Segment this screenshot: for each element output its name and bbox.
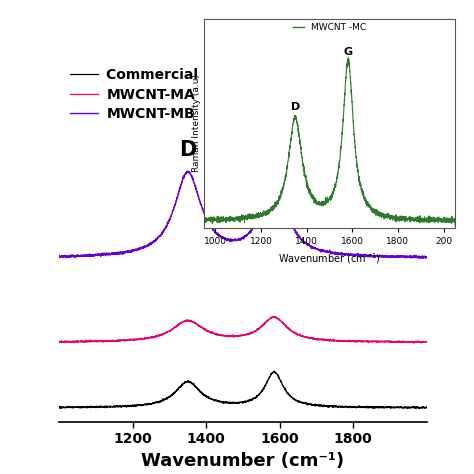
Line: MWCNT-MA: MWCNT-MA [59,317,427,343]
MWCNT-MA [411,340,417,346]
MWCNT-MB [413,254,419,259]
Line: MWCNT-MB: MWCNT-MB [59,160,427,258]
X-axis label: Wavenumber (cm⁻¹): Wavenumber (cm⁻¹) [141,452,345,470]
Text: G: G [265,130,283,150]
Commercial MWCNT [75,404,81,410]
MWCNT-MA [235,334,241,339]
Commercial MWCNT [424,404,429,410]
Commercial MWCNT [413,405,419,411]
X-axis label: Wavenumber (cm$^{-1}$): Wavenumber (cm$^{-1}$) [278,251,381,266]
Legend: Commercial MWCNT, MWCNT-MA, MWCNT-MB: Commercial MWCNT, MWCNT-MA, MWCNT-MB [66,64,268,125]
MWCNT-MA [225,333,231,338]
Commercial MWCNT [413,404,419,410]
MWCNT-MB [225,236,231,242]
MWCNT-MA [75,339,81,345]
MWCNT-MA [413,339,419,345]
Text: G: G [344,46,353,56]
Commercial MWCNT [56,404,62,410]
MWCNT-MB [75,253,81,259]
Line: Commercial MWCNT: Commercial MWCNT [59,371,427,408]
MWCNT-MA [56,339,62,345]
Commercial MWCNT [346,404,352,410]
MWCNT-MB [271,157,276,163]
MWCNT-MA [346,338,352,344]
Text: D: D [179,140,196,161]
Legend: MWCNT -MC: MWCNT -MC [289,19,370,36]
MWCNT-MB [424,254,429,260]
MWCNT-MB [56,253,62,258]
MWCNT-MB [346,252,352,257]
Y-axis label: Raman Intensity (a.u): Raman Intensity (a.u) [192,74,201,172]
MWCNT-MB [235,237,241,243]
MWCNT-MB [420,255,426,261]
Commercial MWCNT [225,400,231,406]
MWCNT-MA [413,339,419,345]
Commercial MWCNT [272,368,277,374]
Commercial MWCNT [235,400,241,406]
Text: D: D [291,102,300,112]
MWCNT-MB [413,254,419,260]
Commercial MWCNT [413,405,419,411]
MWCNT-MA [424,339,429,345]
MWCNT-MA [272,314,278,319]
